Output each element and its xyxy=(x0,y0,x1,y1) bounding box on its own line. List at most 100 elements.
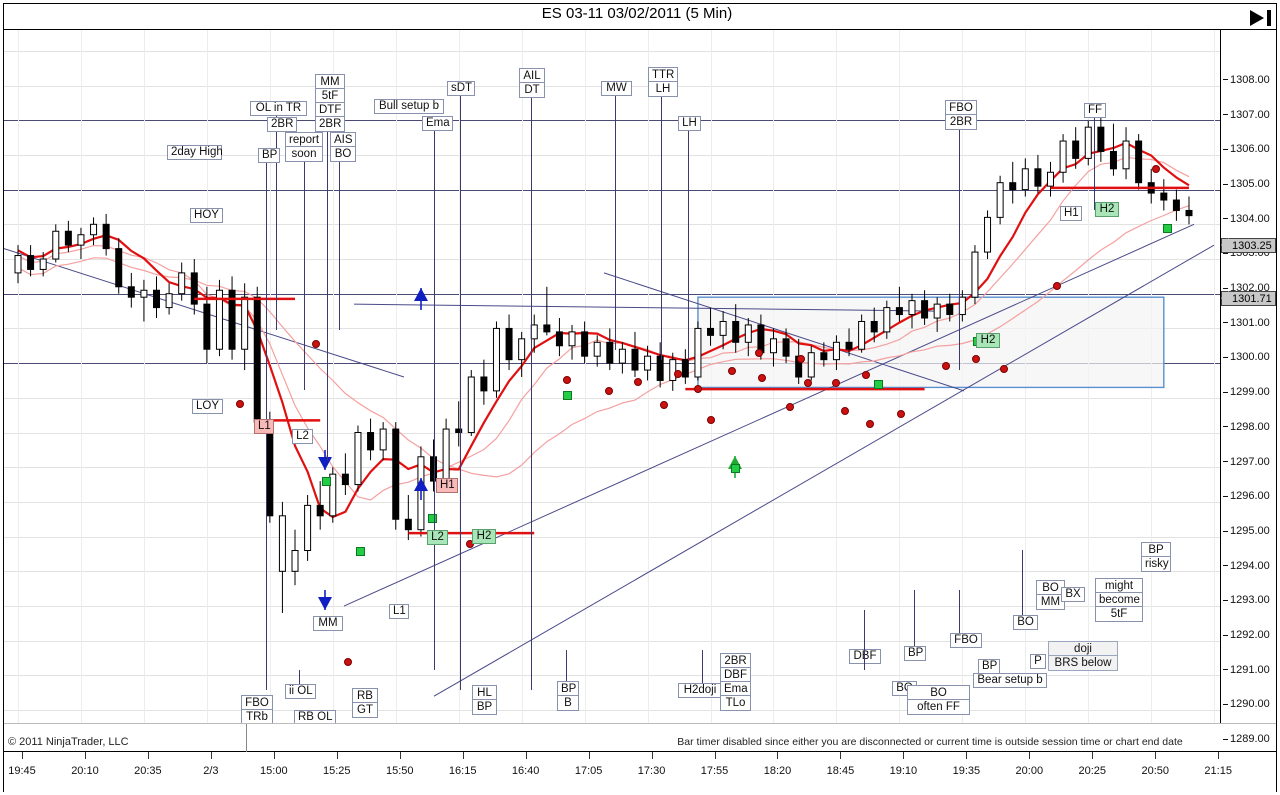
chart-annotation-label[interactable]: BO xyxy=(330,146,356,162)
chart-annotation-label[interactable]: TLo xyxy=(720,695,751,711)
time-tick-mark xyxy=(84,752,86,759)
time-tick-label: 19:10 xyxy=(889,765,918,777)
chart-annotation-label[interactable]: LOY xyxy=(192,399,223,414)
price-gridline xyxy=(4,189,1220,191)
sell-signal-dot xyxy=(942,362,950,370)
chart-annotation-label[interactable]: FBO xyxy=(241,695,273,711)
price-gridline xyxy=(4,536,1220,538)
chart-plot-area[interactable]: 2day HighHOYLOY2day LOWOL in TR2BRBPrepo… xyxy=(4,30,1220,724)
time-tick-mark xyxy=(651,752,653,759)
chart-annotation-label[interactable]: MM xyxy=(1036,594,1065,610)
bar-timer-status: Bar timer disabled since either you are … xyxy=(677,736,1183,748)
chart-annotation-label[interactable]: become xyxy=(1095,592,1143,608)
chart-annotation-label[interactable]: AIL xyxy=(519,68,545,84)
chart-annotation-label[interactable]: AIS xyxy=(330,132,356,148)
chart-annotation-label[interactable]: TRb xyxy=(241,709,273,724)
chart-annotation-label[interactable]: BP xyxy=(1141,542,1171,558)
chart-annotation-label[interactable]: risky xyxy=(1141,556,1171,572)
time-tick-mark xyxy=(462,752,464,759)
sell-signal-dot xyxy=(312,340,320,348)
chart-annotation-label[interactable]: 2BR xyxy=(315,116,345,132)
price-tick-label: 1299.00 xyxy=(1223,386,1270,398)
chart-annotation-label[interactable]: H2 xyxy=(472,529,496,544)
chart-annotation-label[interactable]: report xyxy=(285,132,323,148)
chart-annotation-label[interactable]: MM xyxy=(315,74,345,90)
time-gridline xyxy=(80,30,82,724)
chart-annotation-label[interactable]: H1 xyxy=(1060,206,1082,221)
chart-annotation-label[interactable]: FBO xyxy=(945,100,977,116)
buy-signal-square xyxy=(322,477,331,486)
price-tick-label: 1293.00 xyxy=(1223,594,1270,606)
sell-signal-dot xyxy=(236,400,244,408)
chart-annotation-label[interactable]: DTF xyxy=(315,102,345,118)
chart-annotation-label[interactable]: Bear setup b xyxy=(973,673,1047,688)
sell-signal-dot xyxy=(694,385,702,393)
chart-annotation-label[interactable]: B xyxy=(557,695,579,711)
chart-annotation-label[interactable]: DBF xyxy=(849,649,881,664)
chart-annotation-label[interactable]: FF xyxy=(1084,103,1106,118)
price-tick-label: 1289.00 xyxy=(1223,733,1270,745)
chart-annotation-label[interactable]: H2 xyxy=(1095,202,1119,217)
chart-annotation-label[interactable]: DT xyxy=(519,82,545,98)
sell-signal-dot xyxy=(755,349,763,357)
chart-annotation-label[interactable]: OL in TR xyxy=(250,101,307,116)
price-gridline xyxy=(4,432,1220,434)
chart-annotation-label[interactable]: L1 xyxy=(254,419,274,434)
chart-annotation-label[interactable]: LH xyxy=(678,116,701,131)
indicator-price-marker: 1301.71 xyxy=(1221,291,1276,307)
buy-signal-square xyxy=(356,547,365,556)
chart-annotation-label[interactable]: MM xyxy=(313,616,343,631)
annotation-stem xyxy=(1022,550,1023,615)
price-gridline xyxy=(4,50,1220,52)
chart-annotation-label[interactable]: BP xyxy=(557,681,579,697)
time-tick-label: 16:40 xyxy=(511,765,540,777)
time-gridline xyxy=(1214,30,1216,724)
chart-annotation-label[interactable]: MW xyxy=(601,81,632,96)
price-tick-label: 1301.00 xyxy=(1223,317,1270,329)
chart-annotation-label[interactable]: H2 xyxy=(976,333,1000,348)
chart-annotation-label[interactable]: GT xyxy=(352,702,378,718)
price-gridline xyxy=(4,397,1220,399)
chart-annotation-label[interactable]: BO xyxy=(1013,615,1038,630)
play-to-end-icon[interactable] xyxy=(1248,8,1274,28)
price-tick-label: 1307.00 xyxy=(1223,109,1270,121)
chart-annotation-label[interactable]: BP xyxy=(904,646,926,661)
chart-annotation-label[interactable]: RB OL xyxy=(294,710,336,724)
chart-annotation-label[interactable]: Bull setup b xyxy=(374,99,444,114)
time-tick-label: 20:10 xyxy=(71,765,99,777)
chart-annotation-label[interactable]: Ema xyxy=(422,116,453,131)
chart-annotation-label[interactable]: BRS below xyxy=(1048,655,1118,671)
chart-annotation-label[interactable]: sDT xyxy=(447,81,475,96)
chart-annotation-label[interactable]: P xyxy=(1030,654,1046,669)
sell-signal-dot xyxy=(804,379,812,387)
chart-annotation-label[interactable]: FBO xyxy=(950,633,982,648)
chart-annotation-label[interactable]: ii OL xyxy=(285,684,316,699)
chart-annotation-label[interactable]: 2BR xyxy=(945,114,977,130)
chart-annotation-label[interactable]: BP xyxy=(258,148,280,163)
chart-annotation-label[interactable]: L2 xyxy=(292,429,313,444)
chart-annotation-label[interactable]: 2BR xyxy=(267,117,297,132)
chart-annotation-label[interactable]: H1 xyxy=(436,478,458,493)
chart-annotation-label[interactable]: soon xyxy=(285,146,323,162)
chart-annotation-label[interactable]: 5tF xyxy=(1095,606,1143,622)
chart-annotation-label[interactable]: often FF xyxy=(907,699,970,715)
sell-signal-dot xyxy=(758,374,766,382)
chart-annotation-label[interactable]: BP xyxy=(472,699,497,715)
buy-signal-square xyxy=(731,464,740,473)
chart-annotation-label[interactable]: HOY xyxy=(190,208,223,223)
time-tick-mark xyxy=(399,752,401,759)
chart-annotation-label[interactable]: 2day High xyxy=(167,145,223,160)
time-axis[interactable]: 19:45 20:10 20:35 2/3 15:00 15:25 15:50 16:15 16… xyxy=(4,752,1276,792)
price-axis[interactable]: 1308.00 1307.00 1306.00 1305.00 1304.00 1303.… xyxy=(1220,30,1276,745)
price-tick-label: 1291.00 xyxy=(1223,664,1270,676)
chart-annotation-label[interactable]: LH xyxy=(648,81,678,97)
chart-annotation-label[interactable]: H2doji xyxy=(678,683,722,698)
sell-signal-dot xyxy=(1000,365,1008,373)
chart-annotation-label[interactable]: BP xyxy=(978,659,1000,674)
buy-signal-square xyxy=(428,514,437,523)
price-tick-label: 1295.00 xyxy=(1223,525,1270,537)
sell-signal-dot xyxy=(862,371,870,379)
chart-annotation-label[interactable]: BX xyxy=(1061,587,1085,602)
chart-annotation-label[interactable]: L1 xyxy=(389,604,409,619)
chart-annotation-label[interactable]: L2 xyxy=(427,530,448,545)
